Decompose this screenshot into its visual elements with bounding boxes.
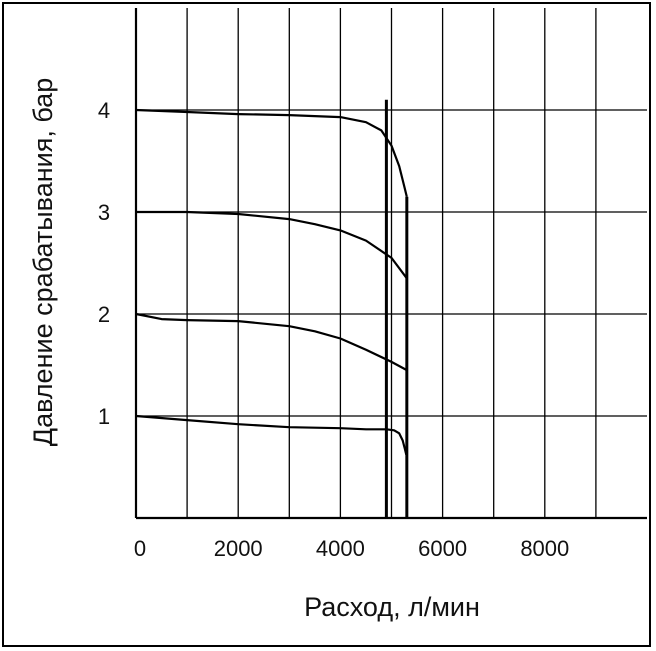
- x-tick-labels: 0 2000 4000 6000 8000: [134, 536, 569, 561]
- x-tick-label: 4000: [316, 536, 365, 561]
- x-tick-label: 0: [134, 536, 146, 561]
- grid: [136, 8, 647, 518]
- axes: [134, 8, 647, 520]
- y-tick-label: 1: [98, 404, 110, 429]
- series-line-3: [135, 312, 408, 372]
- y-tick-labels: 1 2 3 4: [98, 98, 110, 429]
- y-tick-label: 4: [98, 98, 110, 123]
- series-line-4: [135, 414, 408, 456]
- curves: [135, 108, 408, 456]
- x-tick-label: 8000: [520, 536, 569, 561]
- series-line-2: [136, 210, 408, 279]
- y-axis-label: Давление срабатывания, бар: [28, 78, 58, 446]
- x-axis-label: Расход, л/мин: [304, 592, 480, 622]
- x-tick-label: 2000: [214, 536, 263, 561]
- x-tick-label: 6000: [418, 536, 467, 561]
- limit-lines: [384, 99, 409, 518]
- series-line-1: [135, 108, 408, 197]
- y-tick-label: 3: [98, 200, 110, 225]
- y-tick-label: 2: [98, 302, 110, 327]
